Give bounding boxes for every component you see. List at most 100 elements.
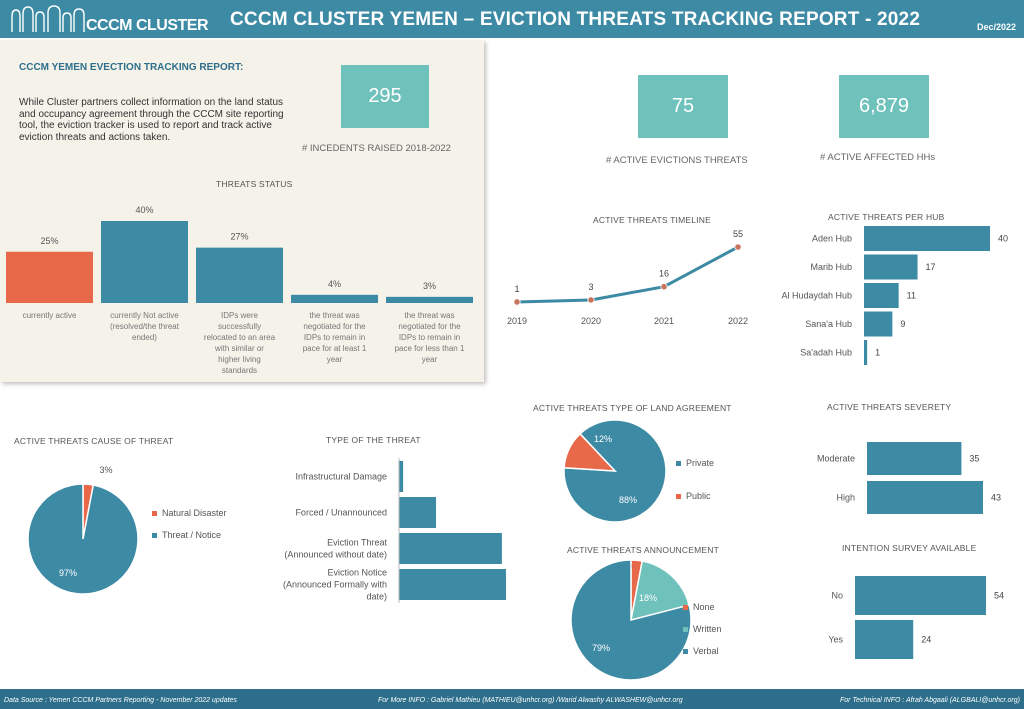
page-title: CCCM CLUSTER YEMEN – EVICTION THREATS TR… bbox=[230, 9, 921, 30]
cause-legend-2: Threat / Notice bbox=[162, 530, 221, 540]
announcement-legend-3: Verbal bbox=[693, 646, 719, 656]
per-hub-bar-4 bbox=[864, 311, 893, 337]
announcement-slice-3 bbox=[570, 559, 692, 681]
per-hub-category-4: Sana'a Hub bbox=[805, 319, 852, 329]
logo-text: CCCM CLUSTER bbox=[86, 17, 209, 34]
timeline-point-2019 bbox=[513, 298, 521, 306]
status-bar-label-4: 4% bbox=[328, 279, 341, 289]
cause-slice-label-1: 3% bbox=[99, 465, 112, 475]
per-hub-value-4: 9 bbox=[900, 319, 905, 329]
cause-legend-swatch-1 bbox=[152, 511, 157, 516]
timeline-point-2022 bbox=[734, 243, 742, 251]
announcement-legend-swatch-3 bbox=[683, 649, 688, 654]
announcement-legend-1: None bbox=[693, 602, 715, 612]
timeline-title: ACTIVE THREATS TIMELINE bbox=[593, 215, 711, 225]
timeline-value-2021: 16 bbox=[659, 269, 669, 279]
type-of-threat-category-4: Eviction Notice (Announced Formally with d… bbox=[283, 568, 387, 602]
cause-legend-1: Natural Disaster bbox=[162, 508, 227, 518]
land-agreement-legend-swatch-2 bbox=[676, 494, 681, 499]
severity-value-2: 43 bbox=[991, 493, 1001, 503]
type-of-threat-category-1: Infrastructural Damage bbox=[295, 472, 387, 482]
timeline-year-2022: 2022 bbox=[728, 316, 748, 326]
per-hub-value-3: 11 bbox=[907, 291, 916, 301]
timeline-value-2020: 3 bbox=[588, 282, 593, 292]
per-hub-bar-1 bbox=[864, 226, 990, 251]
footer-bar bbox=[0, 689, 1024, 709]
intention-survey-category-2: Yes bbox=[828, 635, 843, 645]
announcement-slice-label-2: 18% bbox=[639, 593, 657, 603]
land-agreement-legend-swatch-1 bbox=[676, 461, 681, 466]
intention-survey-bar-2 bbox=[855, 620, 914, 659]
type-of-threat-category-2: Forced / Unannounced bbox=[295, 508, 387, 518]
intro-text: While Cluster partners collect informati… bbox=[19, 97, 284, 143]
type-of-threat-bar-3 bbox=[399, 533, 502, 564]
header-bar bbox=[0, 0, 1024, 38]
severity-bar-2 bbox=[867, 481, 983, 514]
severity-category-2: High bbox=[836, 493, 855, 503]
intro-title: CCCM YEMEN EVECTION TRACKING REPORT: bbox=[19, 62, 244, 73]
intention-survey-category-1: No bbox=[831, 591, 843, 601]
per-hub-category-2: Marib Hub bbox=[810, 262, 852, 272]
kpi-affected-hh-label: # ACTIVE AFFECTED HHs bbox=[820, 152, 936, 163]
per-hub-value-5: 1 bbox=[875, 348, 880, 358]
type-of-threat-title: TYPE OF THE THREAT bbox=[326, 435, 421, 445]
status-bar-4 bbox=[291, 294, 378, 303]
intention-survey-title: INTENTION SURVEY AVAILABLE bbox=[842, 543, 977, 553]
intention-survey-value-2: 24 bbox=[921, 635, 931, 645]
per-hub-bar-5 bbox=[864, 340, 868, 365]
announcement-slice-label-3: 79% bbox=[592, 643, 610, 653]
status-bar-5 bbox=[386, 296, 473, 303]
timeline-year-2019: 2019 bbox=[507, 316, 527, 326]
status-category-4: the threat was negotiated for the IDPs to … bbox=[303, 311, 367, 364]
per-hub-bar-3 bbox=[864, 283, 899, 308]
announcement-slice-2 bbox=[630, 560, 691, 622]
timeline-year-2021: 2021 bbox=[654, 316, 674, 326]
status-bar-label-2: 40% bbox=[135, 205, 153, 215]
kpi-incidents-value: 295 bbox=[341, 65, 429, 128]
land-agreement-legend-2: Public bbox=[686, 491, 711, 501]
land-agreement-legend-1: Private bbox=[686, 458, 714, 468]
cause-title: ACTIVE THREATS CAUSE OF THREAT bbox=[14, 436, 174, 446]
per-hub-bar-2 bbox=[864, 254, 918, 280]
land-agreement-slice-label-2: 12% bbox=[594, 434, 612, 444]
severity-category-1: Moderate bbox=[817, 454, 855, 464]
per-hub-category-3: Al Hudaydah Hub bbox=[781, 291, 852, 301]
status-bar-1 bbox=[6, 251, 93, 303]
kpi-active-threats-label: # ACTIVE EVICTIONS THREATS bbox=[606, 155, 748, 166]
threats-status-title: THREATS STATUS bbox=[216, 179, 293, 189]
cause-slice-2 bbox=[27, 483, 139, 595]
cause-legend-swatch-2 bbox=[152, 533, 157, 538]
announcement-legend-swatch-2 bbox=[683, 627, 688, 632]
per-hub-value-2: 17 bbox=[926, 262, 936, 272]
timeline-value-2022: 55 bbox=[733, 229, 743, 239]
per-hub-title: ACTIVE THREATS PER HUB bbox=[828, 212, 945, 222]
status-bar-label-3: 27% bbox=[230, 232, 248, 242]
announcement-legend-swatch-1 bbox=[683, 605, 688, 610]
cause-slice-label-2: 97% bbox=[59, 568, 77, 578]
severity-bar-1 bbox=[867, 442, 962, 475]
land-agreement-slice-label-1: 88% bbox=[619, 495, 637, 505]
kpi-incidents-label: # INCEDENTS RAISED 2018-2022 bbox=[302, 143, 451, 154]
intention-survey-bar-1 bbox=[855, 576, 986, 615]
type-of-threat-bar-2 bbox=[399, 497, 437, 528]
footer-technical-info: For Technical INFO : Afrah Abgaali (ALGB… bbox=[840, 697, 1020, 704]
timeline-year-2020: 2020 bbox=[581, 316, 601, 326]
report-date: Dec/2022 bbox=[976, 22, 1016, 32]
severity-title: ACTIVE THREATS SEVERETY bbox=[827, 402, 952, 412]
type-of-threat-bar-4 bbox=[399, 569, 506, 600]
per-hub-category-1: Aden Hub bbox=[812, 234, 852, 244]
cluster-logo-icon bbox=[11, 5, 85, 32]
status-category-3: IDPs were successfully relocated to an are… bbox=[204, 311, 276, 375]
announcement-title: ACTIVE THREATS ANNOUNCEMENT bbox=[567, 545, 719, 555]
land-agreement-slice-2 bbox=[563, 432, 617, 472]
intention-survey-value-1: 54 bbox=[994, 591, 1004, 601]
per-hub-value-1: 40 bbox=[998, 234, 1008, 244]
severity-value-1: 35 bbox=[969, 454, 979, 464]
land-agreement-title: ACTIVE THREATS TYPE OF LAND AGREEMENT bbox=[533, 403, 732, 413]
status-category-2: currently Not active (resolved/the threat… bbox=[110, 311, 180, 342]
status-bar-2 bbox=[101, 221, 188, 303]
status-category-5: the threat was negotiated for the IDPs to … bbox=[395, 311, 465, 364]
kpi-affected-hh-value: 6,879 bbox=[839, 75, 929, 138]
timeline-point-2020 bbox=[587, 296, 595, 304]
